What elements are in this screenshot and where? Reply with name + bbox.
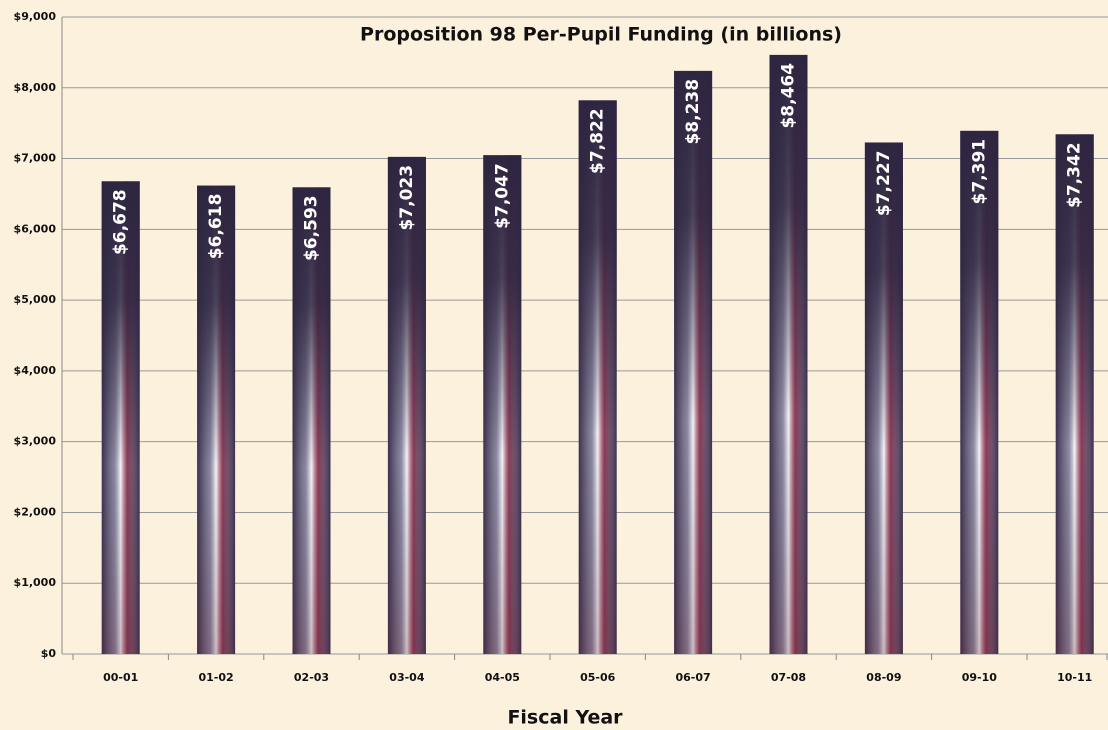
x-axis-title: Fiscal Year [507, 707, 623, 729]
y-tick-label: $5,000 [14, 293, 57, 306]
x-tick-label: 00-01 [103, 671, 138, 684]
value-label: $7,391 [969, 139, 989, 205]
value-label: $7,047 [492, 163, 512, 229]
chart-title: Proposition 98 Per-Pupil Funding (in bil… [360, 24, 842, 46]
x-tick-label: 02-03 [294, 671, 329, 684]
value-label: $6,593 [302, 195, 322, 261]
value-label: $6,618 [206, 194, 226, 260]
bar-shade [483, 155, 522, 654]
bar-shade [960, 130, 999, 654]
x-tick-label: 10-11 [1057, 671, 1092, 684]
bar-shade [197, 185, 236, 655]
bar-shade [1055, 134, 1094, 654]
y-tick-label: $2,000 [14, 505, 57, 518]
x-tick-label: 04-05 [485, 671, 520, 684]
bar-shade [864, 142, 903, 654]
x-tick-label: 06-07 [676, 671, 711, 684]
y-tick-label: $7,000 [14, 152, 57, 165]
value-label: $7,227 [874, 150, 894, 216]
value-label: $7,822 [588, 108, 608, 174]
x-tick-label: 03-04 [389, 671, 425, 684]
x-tick-label: 07-08 [771, 671, 806, 684]
value-label: $8,464 [779, 63, 799, 129]
bar-shade [101, 181, 140, 654]
bar-shade [387, 156, 426, 654]
x-tick-label: 08-09 [866, 671, 901, 684]
y-tick-label: $4,000 [14, 364, 57, 377]
value-label: $6,678 [111, 189, 131, 255]
bar-shade [769, 54, 808, 654]
value-label: $7,023 [397, 165, 417, 231]
x-tick-label: 09-10 [962, 671, 998, 684]
value-label: $7,342 [1065, 142, 1085, 208]
y-tick-label: $8,000 [14, 81, 57, 94]
x-tick-label: 05-06 [580, 671, 616, 684]
bar-shade [578, 100, 617, 654]
y-tick-label: $1,000 [14, 576, 57, 589]
x-tick-label: 01-02 [199, 671, 234, 684]
value-label: $8,238 [683, 79, 703, 145]
bar-shade [674, 70, 713, 654]
y-tick-label: $0 [41, 647, 57, 660]
y-tick-label: $3,000 [14, 435, 57, 448]
y-tick-label: $9,000 [14, 10, 57, 23]
bar-shade [292, 187, 331, 654]
y-tick-label: $6,000 [14, 222, 57, 235]
